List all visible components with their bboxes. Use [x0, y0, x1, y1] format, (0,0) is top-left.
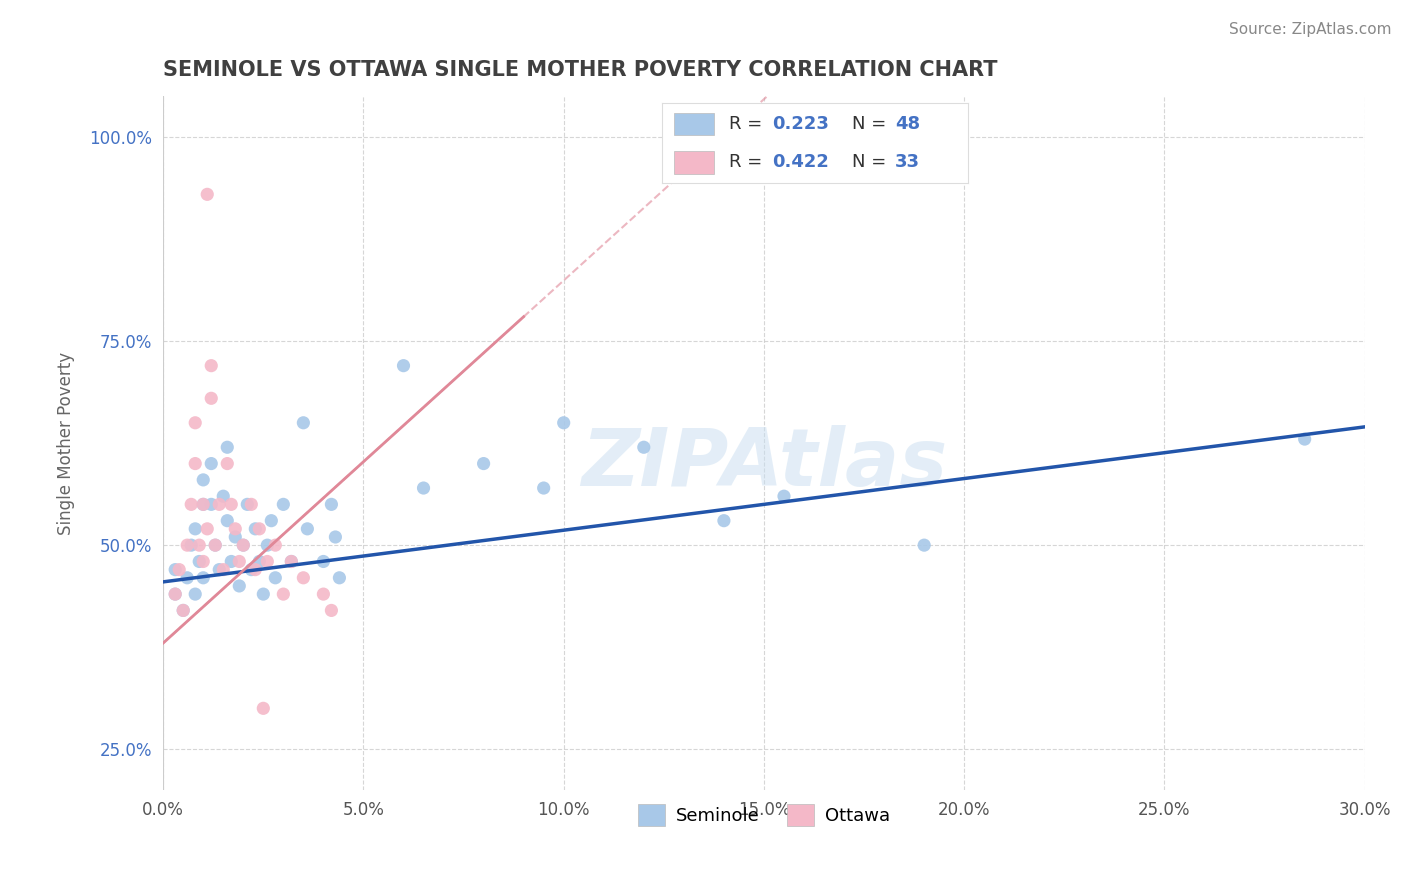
Text: SEMINOLE VS OTTAWA SINGLE MOTHER POVERTY CORRELATION CHART: SEMINOLE VS OTTAWA SINGLE MOTHER POVERTY…: [163, 60, 998, 79]
Point: [297, 522, 319, 536]
Point: [236, 497, 259, 511]
Point: [280, 554, 302, 568]
Point: [228, 579, 250, 593]
Point: [228, 554, 250, 568]
Text: ZIPAtlas: ZIPAtlas: [581, 425, 948, 503]
Point: [200, 359, 222, 373]
Point: [240, 563, 263, 577]
Point: [280, 554, 302, 568]
Point: [212, 563, 235, 577]
Point: [1294, 432, 1316, 446]
Point: [912, 538, 935, 552]
Point: [245, 522, 267, 536]
Point: [224, 522, 246, 536]
Point: [472, 457, 495, 471]
Point: [256, 538, 278, 552]
Point: [176, 538, 198, 552]
Point: [224, 530, 246, 544]
Point: [292, 416, 315, 430]
Point: [264, 538, 287, 552]
Point: [553, 416, 575, 430]
Point: [633, 440, 655, 454]
Point: [219, 554, 242, 568]
Point: [200, 457, 222, 471]
Point: [212, 489, 235, 503]
Point: [247, 554, 270, 568]
Point: [260, 514, 283, 528]
Point: [193, 571, 215, 585]
Point: [165, 587, 187, 601]
Point: [184, 416, 207, 430]
Point: [208, 497, 231, 511]
Point: [180, 497, 202, 511]
Point: [165, 587, 187, 601]
Point: [264, 571, 287, 585]
Point: [321, 603, 343, 617]
Point: [312, 554, 335, 568]
Point: [180, 538, 202, 552]
Point: [328, 571, 350, 585]
Point: [245, 563, 267, 577]
Point: [247, 522, 270, 536]
Point: [193, 497, 215, 511]
Point: [312, 587, 335, 601]
Point: [232, 538, 254, 552]
Point: [292, 571, 315, 585]
Point: [195, 187, 218, 202]
Y-axis label: Single Mother Poverty: Single Mother Poverty: [58, 351, 75, 534]
Point: [184, 587, 207, 601]
Point: [188, 538, 211, 552]
Point: [219, 497, 242, 511]
Point: [412, 481, 434, 495]
Point: [204, 538, 226, 552]
Point: [232, 538, 254, 552]
Point: [184, 522, 207, 536]
Point: [273, 497, 295, 511]
Point: [208, 563, 231, 577]
Point: [167, 563, 190, 577]
Point: [325, 530, 347, 544]
Point: [713, 514, 735, 528]
Point: [240, 497, 263, 511]
Point: [392, 359, 415, 373]
Point: [184, 457, 207, 471]
Point: [193, 473, 215, 487]
Point: [188, 554, 211, 568]
Point: [193, 497, 215, 511]
Point: [165, 563, 187, 577]
Point: [252, 701, 274, 715]
Point: [176, 571, 198, 585]
Point: [193, 554, 215, 568]
Point: [195, 522, 218, 536]
Point: [773, 489, 796, 503]
Legend: Seminole, Ottawa: Seminole, Ottawa: [631, 797, 897, 833]
Point: [217, 514, 239, 528]
Point: [204, 538, 226, 552]
Point: [200, 497, 222, 511]
Point: [533, 481, 555, 495]
Point: [252, 587, 274, 601]
Point: [200, 392, 222, 406]
Point: [172, 603, 194, 617]
Point: [217, 440, 239, 454]
Point: [273, 587, 295, 601]
Point: [172, 603, 194, 617]
Point: [256, 554, 278, 568]
Point: [321, 497, 343, 511]
Text: Source: ZipAtlas.com: Source: ZipAtlas.com: [1229, 22, 1392, 37]
Point: [217, 457, 239, 471]
